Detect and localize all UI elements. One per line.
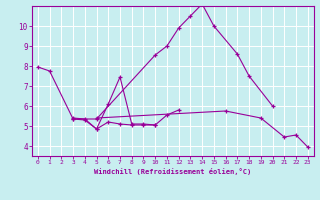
X-axis label: Windchill (Refroidissement éolien,°C): Windchill (Refroidissement éolien,°C) bbox=[94, 168, 252, 175]
